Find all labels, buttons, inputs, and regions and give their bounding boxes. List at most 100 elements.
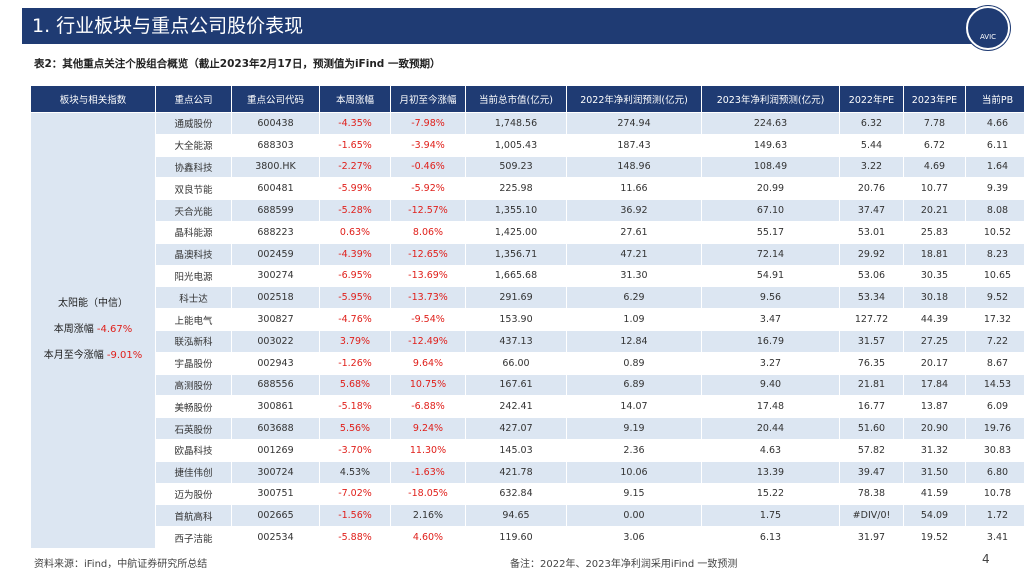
table-cell: 002665 [231,504,320,528]
table-cell: 10.75% [390,373,466,397]
table-cell: 78.38 [839,482,904,506]
table-cell: 西子洁能 [155,526,232,549]
table-row: 阳光电源 300274 -6.95% -13.69% 1,665.68 31.30 54.9… [31,264,1024,288]
table-cell: 30.35 [903,264,966,288]
column-header: 重点公司代码 [231,85,320,113]
table-cell: 55.17 [701,220,840,244]
table-cell: 捷佳伟创 [155,460,232,484]
table-cell: -13.73% [390,286,466,310]
stock-table: 板块与相关指数 重点公司 重点公司代码 本周涨幅 月初至今涨幅 当前总市值(亿元) 2022… [30,85,1024,549]
table-cell: 3.22 [839,155,904,179]
table-row: 晶澳科技 002459 -4.39% -12.65% 1,356.71 47.21 72.1… [31,242,1024,266]
table-cell: 3.47 [701,308,840,331]
table-cell: 72.14 [701,242,840,266]
table-cell: 17.32 [965,308,1024,331]
table-cell: 19.52 [903,526,966,549]
table-cell: 迈为股份 [155,482,232,506]
table-cell: 94.65 [465,504,567,528]
table-cell: 20.21 [903,199,966,222]
table-cell: 9.19 [566,417,702,440]
column-header: 2023年净利润预测(亿元) [701,85,840,113]
table-cell: 29.92 [839,242,904,266]
caption: 表2：其他重点关注个股组合概览（截止2023年2月17日，预测值为iFind 一… [34,58,441,70]
table-cell: 108.49 [701,155,840,179]
table-cell: 9.64% [390,351,466,375]
table-cell: 44.39 [903,308,966,331]
table-cell: -12.65% [390,242,466,266]
table-cell: 9.52 [965,286,1024,310]
table-cell: 153.90 [465,308,567,331]
column-header: 2023年PE [903,85,966,113]
table-cell: 8.23 [965,242,1024,266]
table-cell: 20.44 [701,417,840,440]
table-cell: 3.41 [965,526,1024,549]
month-label: 本月至今涨幅 [43,350,104,362]
table-cell: 27.61 [566,220,702,244]
table-cell: -4.35% [319,112,391,135]
table-cell: 首航高科 [155,504,232,528]
table-cell: 41.59 [903,482,966,506]
table-cell: 3.27 [701,351,840,375]
table-cell: -5.92% [390,177,466,201]
table-cell: 16.77 [839,395,904,419]
table-row: 欧晶科技 001269 -3.70% 11.30% 145.03 2.36 4.63 57.8… [31,438,1024,462]
table-cell: 20.90 [903,417,966,440]
table-cell: 30.18 [903,286,966,310]
column-header: 重点公司 [155,85,232,113]
table-cell: 632.84 [465,482,567,506]
column-header: 2022年PE [839,85,904,113]
table-cell: 1,356.71 [465,242,567,266]
week-change: -4.67% [96,324,133,336]
table-cell: 8.67 [965,351,1024,375]
table-cell: 14.07 [566,395,702,419]
table-cell: -5.18% [319,395,391,419]
table-cell: -9.54% [390,308,466,331]
table-cell: 6.29 [566,286,702,310]
table-cell: 17.84 [903,373,966,397]
table-cell: 20.76 [839,177,904,201]
table-cell: 10.77 [903,177,966,201]
table-row: 美畅股份 300861 -5.18% -6.88% 242.41 14.07 17.48 16… [31,395,1024,419]
table-cell: 1,355.10 [465,199,567,222]
table-cell: 67.10 [701,199,840,222]
table-cell: 300724 [231,460,320,484]
table-row: 捷佳伟创 300724 4.53% -1.63% 421.78 10.06 13.39 39.… [31,460,1024,484]
table-cell: 119.60 [465,526,567,549]
table-cell: 11.66 [566,177,702,201]
table-cell: 5.56% [319,417,391,440]
table-cell: 1,665.68 [465,264,567,288]
table-cell: 0.89 [566,351,702,375]
table-row: 西子洁能 002534 -5.88% 4.60% 119.60 3.06 6.13 31.97… [31,526,1024,549]
table-cell: 5.44 [839,133,904,157]
table-cell: 51.60 [839,417,904,440]
sector-name: 太阳能（中信） [58,298,128,310]
table-cell: 1.64 [965,155,1024,179]
table-cell: 4.69 [903,155,966,179]
table-cell: 31.50 [903,460,966,484]
table-cell: 225.98 [465,177,567,201]
table-cell: 54.09 [903,504,966,528]
table-cell: 76.35 [839,351,904,375]
table-cell: 科士达 [155,286,232,310]
table-cell: 4.60% [390,526,466,549]
table-cell: 30.83 [965,438,1024,462]
table-cell: -5.88% [319,526,391,549]
table-cell: -13.69% [390,264,466,288]
table-cell: 603688 [231,417,320,440]
table-cell: -5.28% [319,199,391,222]
table-cell: -3.70% [319,438,391,462]
table-cell: 9.39 [965,177,1024,201]
table-cell: 4.63 [701,438,840,462]
table-cell: 3800.HK [231,155,320,179]
table-cell: 18.81 [903,242,966,266]
header-row: 板块与相关指数 重点公司 重点公司代码 本周涨幅 月初至今涨幅 当前总市值(亿元) 2022… [30,85,1024,113]
table-cell: 0.00 [566,504,702,528]
table-cell: -6.95% [319,264,391,288]
table-cell: -1.56% [319,504,391,528]
table-row: 联泓新科 003022 3.79% -12.49% 437.13 12.84 16.79 31… [31,329,1024,353]
table-cell: 12.84 [566,329,702,353]
table-cell: 联泓新科 [155,329,232,353]
table-cell: -2.27% [319,155,391,179]
table-cell: 2.16% [390,504,466,528]
table-cell: -4.39% [319,242,391,266]
